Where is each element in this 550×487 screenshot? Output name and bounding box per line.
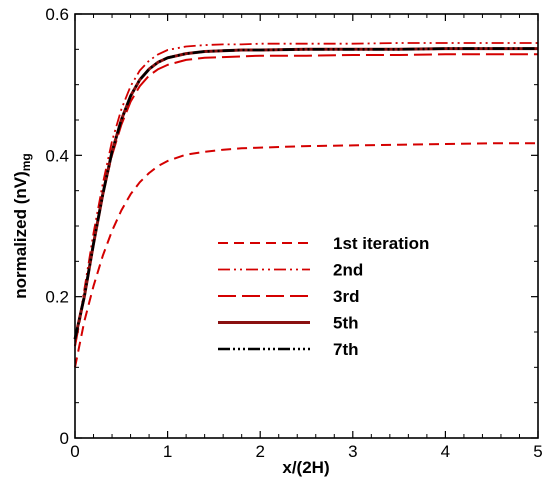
- y-axis-title-main: normalized (nV): [11, 171, 30, 299]
- legend-label-7th: 7th: [333, 340, 359, 359]
- y-tick-label: 0: [60, 429, 69, 448]
- y-tick-label: 0.6: [45, 5, 69, 24]
- legend-label-2nd: 2nd: [333, 261, 363, 280]
- axis-ticks: [74, 13, 539, 439]
- x-tick-label: 0: [70, 442, 79, 461]
- y-axis-title-subscript: mg: [19, 153, 33, 171]
- x-tick-labels: 0 1 2 3 4 5: [70, 442, 542, 461]
- y-tick-label: 0.4: [45, 146, 69, 165]
- legend-label-1st-iteration: 1st iteration: [333, 234, 429, 253]
- series-line-1st-iteration: [74, 142, 538, 368]
- y-tick-labels: 0 0.2 0.4 0.6: [45, 5, 69, 448]
- series-line-7th: [73, 47, 538, 340]
- x-tick-label: 5: [533, 442, 542, 461]
- plot-frame: [74, 13, 539, 439]
- legend-label-3rd: 3rd: [333, 287, 359, 306]
- x-axis-title: x/(2H): [282, 458, 329, 477]
- x-tick-label: 2: [255, 442, 264, 461]
- series-line-2nd: [74, 42, 538, 347]
- x-tick-label: 1: [163, 442, 172, 461]
- y-axis-title: normalized (nV)mg: [11, 153, 33, 299]
- x-tick-label: 4: [441, 442, 450, 461]
- legend-label-5th: 5th: [333, 314, 359, 333]
- series-line-3rd: [74, 53, 538, 347]
- x-tick-label: 3: [348, 442, 357, 461]
- y-tick-label: 0.2: [45, 288, 69, 307]
- legend: 1st iteration 2nd 3rd 5th 7th: [218, 234, 429, 359]
- series-lines: [73, 42, 538, 368]
